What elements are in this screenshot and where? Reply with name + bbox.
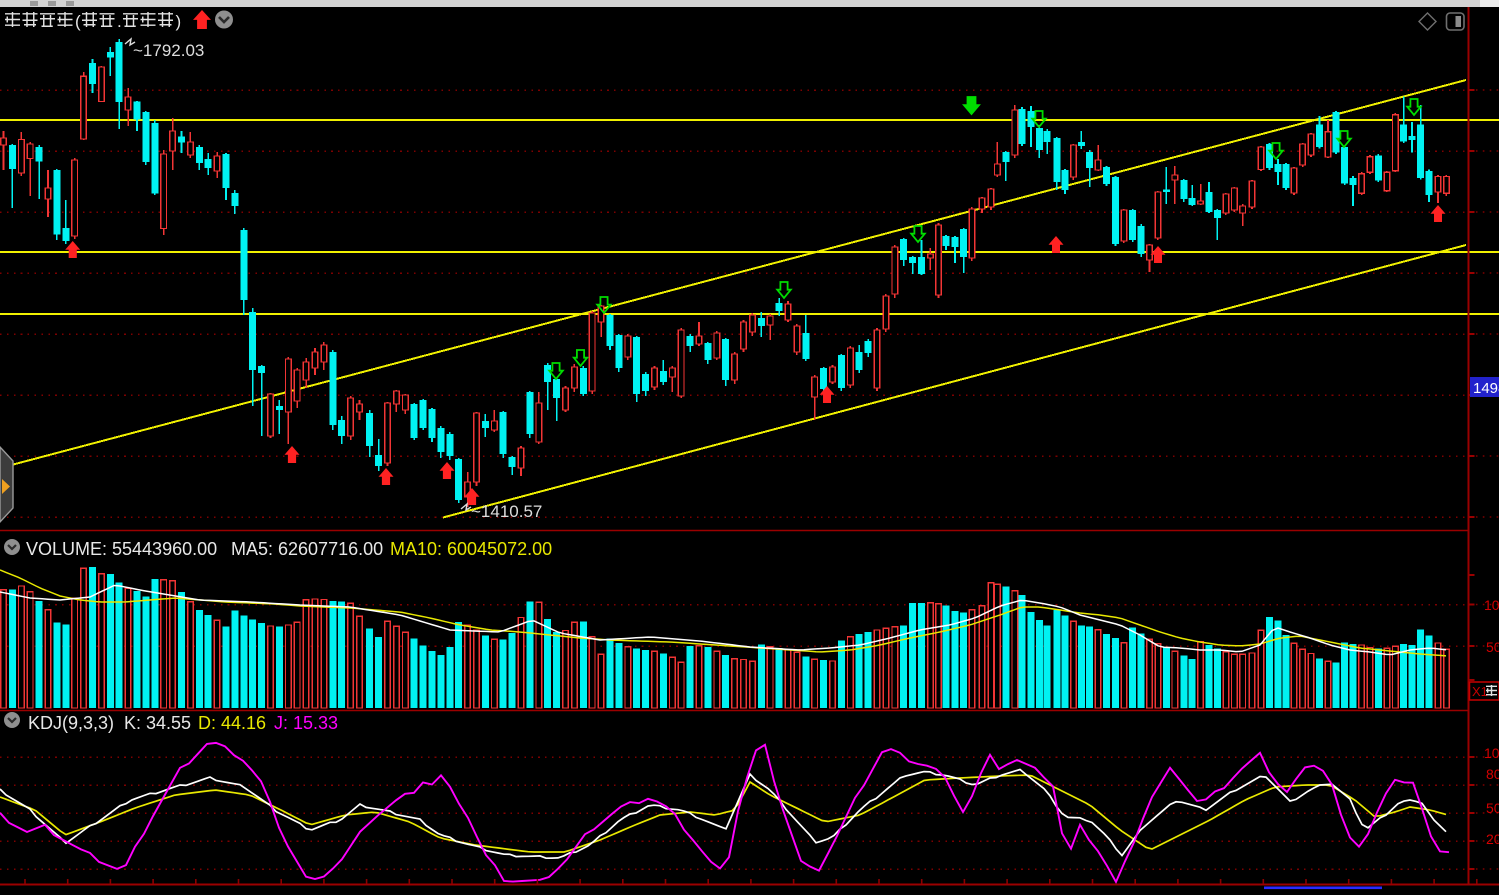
svg-text:D: 44.16: D: 44.16 — [198, 713, 266, 733]
svg-text:100: 100 — [1484, 597, 1499, 613]
svg-text:20: 20 — [1486, 831, 1499, 847]
svg-text:MA10: 60045072.00: MA10: 60045072.00 — [390, 539, 552, 559]
svg-text:100: 100 — [1484, 745, 1499, 761]
svg-text:(: ( — [75, 12, 81, 31]
svg-text:1498: 1498 — [1473, 380, 1499, 397]
svg-text:80: 80 — [1486, 766, 1499, 782]
svg-text:50: 50 — [1486, 639, 1499, 655]
svg-text:~1410.57: ~1410.57 — [471, 502, 542, 521]
svg-text:KDJ(9,3,3): KDJ(9,3,3) — [28, 713, 114, 733]
svg-text:.: . — [117, 12, 122, 31]
svg-text:MA5: 62607716.00: MA5: 62607716.00 — [231, 539, 383, 559]
svg-text:J: 15.33: J: 15.33 — [274, 713, 338, 733]
svg-text:50: 50 — [1486, 800, 1499, 816]
svg-text:X1: X1 — [1472, 684, 1488, 699]
svg-text:): ) — [176, 12, 182, 31]
svg-text:~1792.03: ~1792.03 — [133, 41, 204, 60]
svg-text:VOLUME: 55443960.00: VOLUME: 55443960.00 — [26, 539, 217, 559]
svg-text:K: 34.55: K: 34.55 — [124, 713, 191, 733]
